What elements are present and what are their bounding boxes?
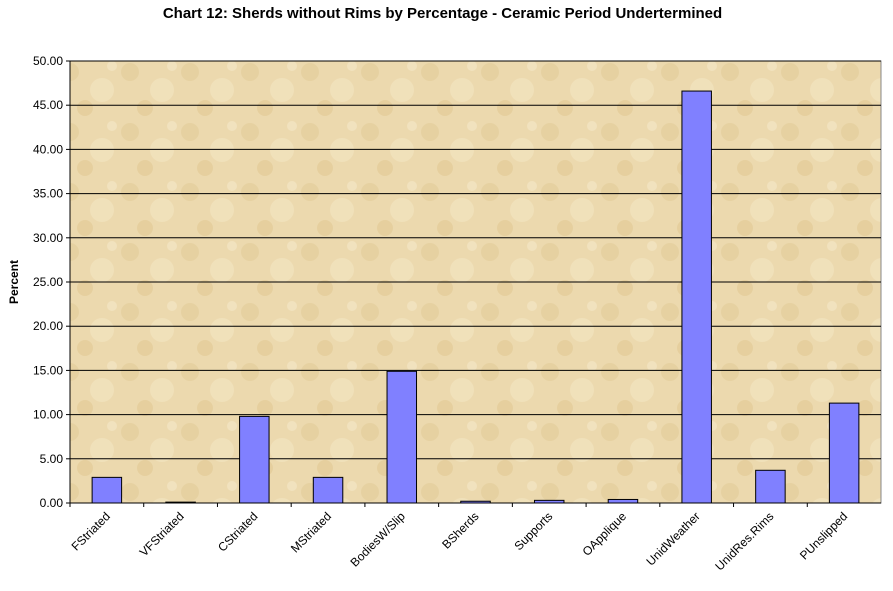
bars [91,90,860,504]
y-tick-label: 35.00 [33,187,63,201]
x-tick-label: Supports [511,509,555,553]
bar [386,370,418,504]
bar [828,402,860,504]
x-tick-label: BSherds [439,509,481,551]
x-tick-label: PUnslipped [797,509,850,562]
bar [239,415,270,504]
y-tick-label: 0.00 [40,496,64,510]
y-tick-label: 40.00 [33,142,63,156]
x-tick-label: OApplique [580,509,630,559]
y-tick-label: 10.00 [33,408,63,422]
bar [91,476,123,504]
bar [607,498,639,504]
y-tick-label: 20.00 [33,319,63,333]
bar [312,476,344,504]
x-tick-label: FStriated [69,509,113,553]
bar [681,90,712,504]
y-tick-label: 45.00 [33,98,63,112]
y-tick-label: 5.00 [40,452,64,466]
bar [755,469,786,504]
x-tick-label: VFStriated [137,509,187,559]
x-tick-label: UnidRes.Rims [712,509,776,573]
y-tick-label: 15.00 [33,363,63,377]
y-tick-label: 25.00 [33,275,63,289]
x-tick-label: UnidWeather [644,509,703,568]
x-tick-label: MStriated [288,509,334,555]
chart-title: Chart 12: Sherds without Rims by Percent… [162,5,723,22]
gridlines [70,60,881,460]
y-axis-ticks: 0.00 5.00 10.00 15.00 20.00 25.00 30.00 35.00 40… [33,54,70,510]
y-tick-label: 50.00 [33,54,63,68]
x-tick-label: CStriated [215,509,260,554]
y-axis-label: Percent [7,260,21,304]
y-tick-label: 30.00 [33,231,63,245]
x-tick-label: BodiesW/Slip [348,509,409,570]
x-axis-labels: FStriated VFStriated CStriated MStriated Bod… [69,503,850,573]
